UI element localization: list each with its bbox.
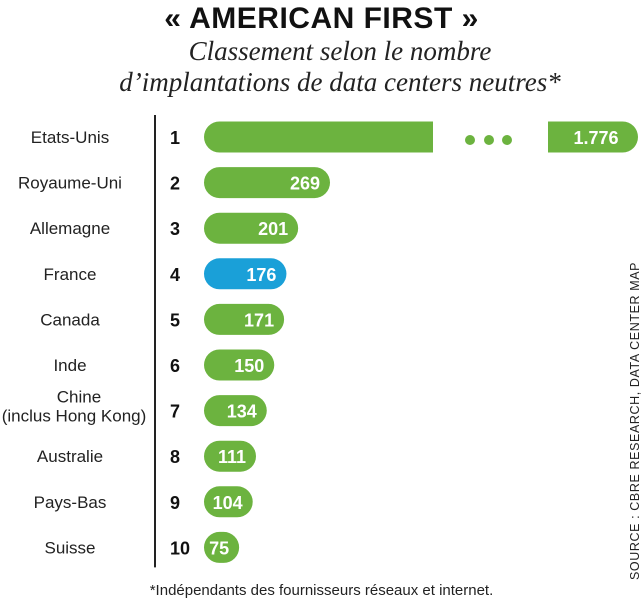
rank-pays-bas: 9: [170, 493, 180, 513]
axis-break-dot-2: [484, 135, 494, 145]
axis-break-dot-1: [465, 135, 475, 145]
bar-australie: [204, 440, 256, 472]
category-label-royaume-uni: Royaume-Uni: [18, 174, 122, 193]
category-label-canada: Canada: [40, 310, 100, 329]
value-label-france: 176: [246, 265, 276, 285]
category-label-australie: Australie: [37, 447, 103, 466]
value-label-allemagne: 201: [258, 219, 288, 239]
value-label-canada: 171: [244, 310, 274, 330]
rank-etats-unis: 1: [170, 128, 180, 148]
value-label-suisse: 75: [209, 538, 229, 558]
category-label-suisse: Suisse: [44, 538, 95, 557]
rank-australie: 8: [170, 447, 180, 467]
bar-france: [204, 258, 287, 290]
category-label-pays-bas: Pays-Bas: [34, 493, 107, 512]
bar-etats-unis-start: [204, 121, 433, 153]
category-label-allemagne: Allemagne: [30, 219, 110, 238]
footnote: *Indépendants des fournisseurs réseaux e…: [149, 582, 494, 599]
bar-inde: [204, 349, 275, 381]
value-label-pays-bas: 104: [213, 493, 243, 513]
value-label-inde: 150: [234, 356, 264, 376]
category-label-inde: Inde: [53, 356, 86, 375]
bar-royaume-uni: [204, 167, 330, 199]
chart-subtitle: Classement selon le nombre d’implantatio…: [60, 36, 620, 98]
bar-canada: [204, 303, 285, 335]
subtitle-line-1: Classement selon le nombre: [188, 36, 492, 66]
bar-etats-unis-end: [548, 121, 638, 153]
bar-pays-bas: [204, 486, 253, 518]
rank-allemagne: 3: [170, 219, 180, 239]
category-label-etats-unis: Etats-Unis: [31, 128, 109, 147]
rank-chine: 7: [170, 402, 180, 422]
value-label-chine: 134: [227, 402, 257, 422]
category-label-france: France: [44, 265, 97, 284]
bar-suisse: [204, 531, 240, 563]
value-label-etats-unis: 1.776: [573, 128, 618, 148]
source-credit: SOURCE : CBRE RESEARCH, DATA CENTER MAP: [628, 261, 642, 580]
chart-title: « AMERICAN FIRST »: [164, 2, 479, 35]
value-label-royaume-uni: 269: [290, 174, 320, 194]
rank-inde: 6: [170, 356, 180, 376]
bar-allemagne: [204, 212, 299, 244]
rank-suisse: 10: [170, 538, 190, 558]
value-label-australie: 111: [218, 447, 246, 467]
rank-royaume-uni: 2: [170, 174, 180, 194]
rank-france: 4: [170, 265, 180, 285]
subtitle-line-2: d’implantations de data centers neutres*: [119, 67, 561, 97]
axis-break-dot-3: [502, 135, 512, 145]
rank-canada: 5: [170, 310, 180, 330]
bar-chine: [204, 395, 267, 427]
category-label-chine: Chine (inclus Hong Kong): [2, 388, 147, 426]
